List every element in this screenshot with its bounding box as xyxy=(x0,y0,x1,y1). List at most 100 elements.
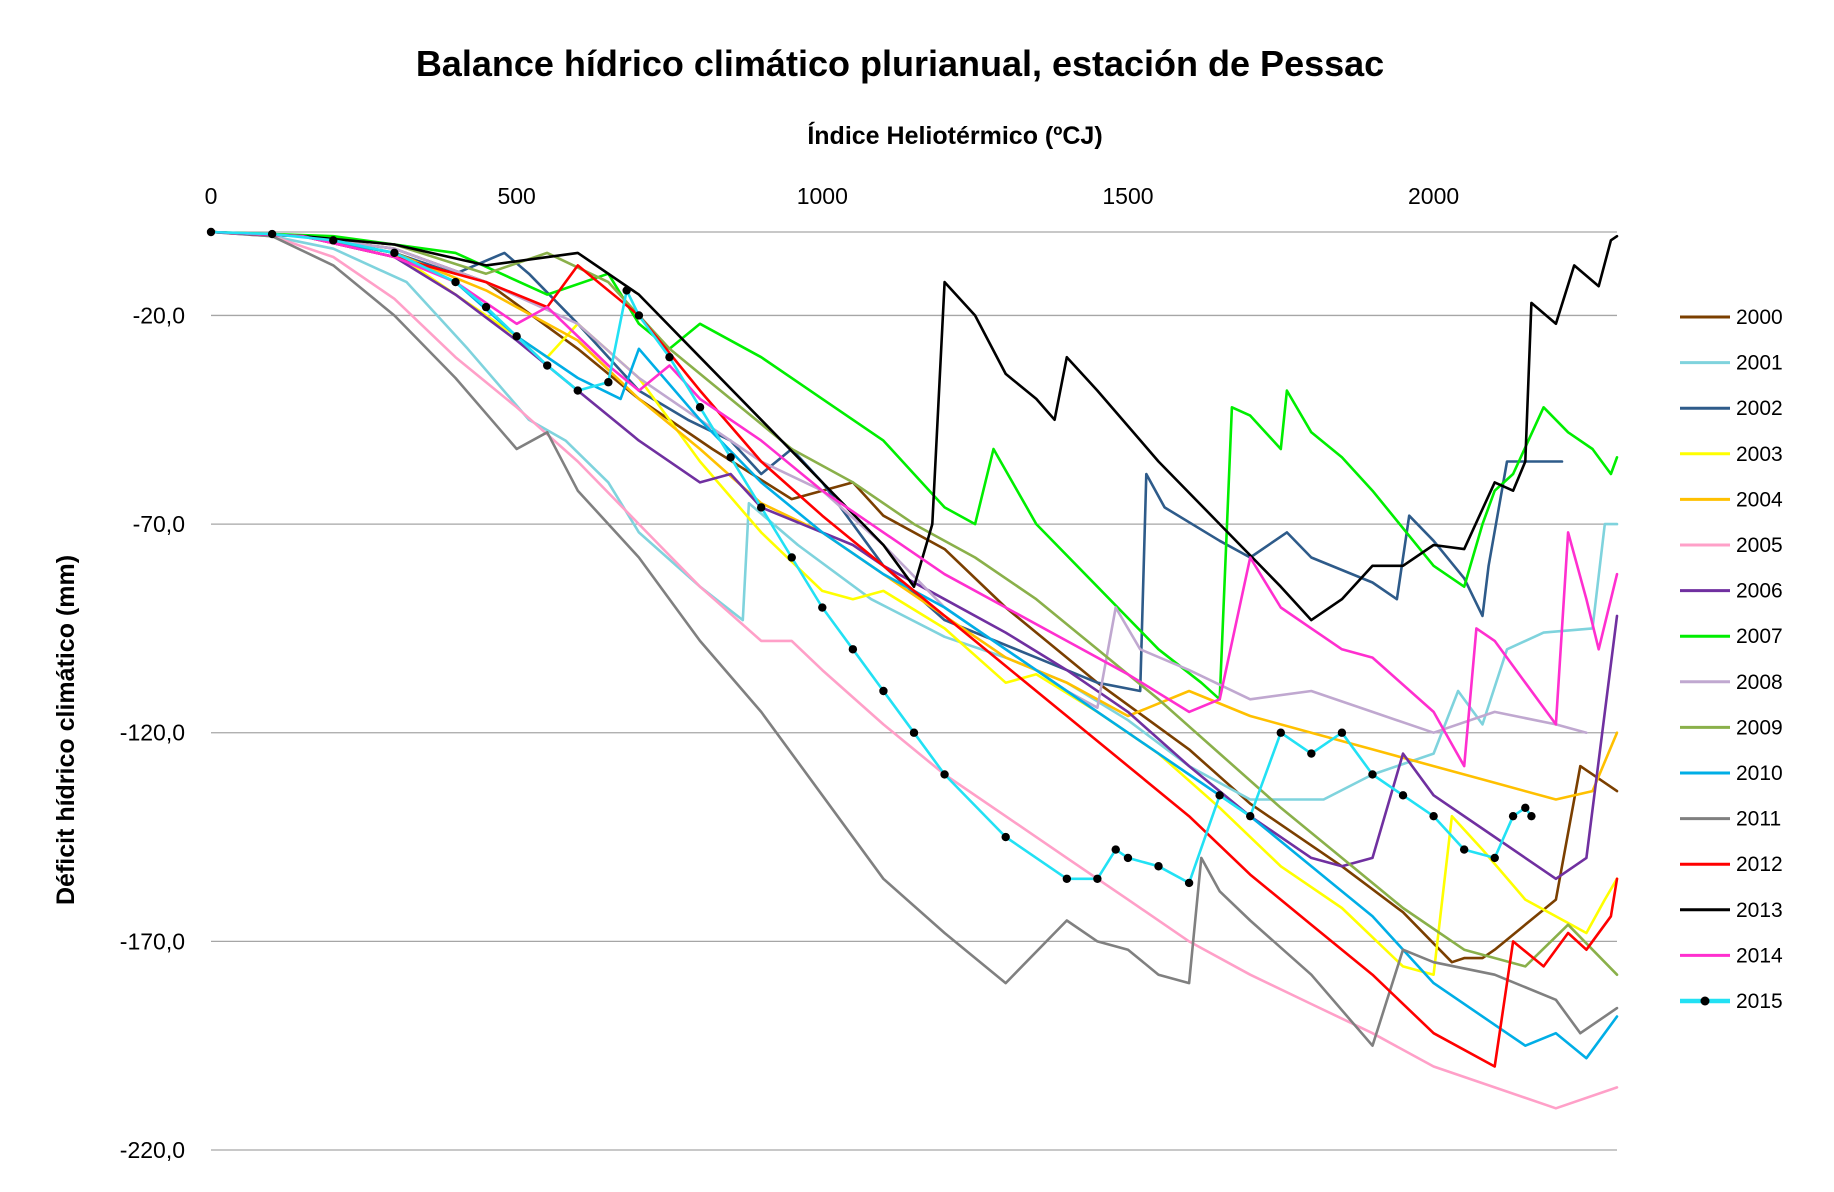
legend-item-2006: 2006 xyxy=(1680,580,1783,603)
series-point-2015 xyxy=(1123,853,1133,863)
series-point-2015 xyxy=(726,453,735,462)
legend-label: 2008 xyxy=(1736,671,1783,694)
series-point-2015 xyxy=(206,227,216,237)
series-line-2006 xyxy=(209,230,1619,881)
series-point-2015 xyxy=(573,386,582,395)
legend-item-2014: 2014 xyxy=(1680,944,1783,967)
series-point-2015 xyxy=(481,302,491,312)
y-tick-label: -120,0 xyxy=(120,720,185,746)
series-line-2000 xyxy=(209,230,1619,964)
y-tick-label: -20,0 xyxy=(133,302,185,328)
chart-title: Balance hídrico climático plurianual, es… xyxy=(416,43,1384,84)
series-point-2015 xyxy=(1521,803,1530,813)
legend-item-2012: 2012 xyxy=(1680,853,1783,876)
series-line-2007 xyxy=(209,230,1619,701)
series-2010 xyxy=(209,230,1619,1060)
series-2001 xyxy=(209,230,1619,801)
series-point-2015 xyxy=(1307,749,1316,758)
series-point-2015 xyxy=(390,248,399,258)
series-line-2011 xyxy=(209,230,1619,1047)
series-point-2015 xyxy=(909,728,919,737)
legend-item-2004: 2004 xyxy=(1680,488,1783,511)
series-2005 xyxy=(209,230,1619,1110)
series-point-2015 xyxy=(1062,874,1072,883)
series-point-2015 xyxy=(787,553,796,562)
y-tick-label: -170,0 xyxy=(120,928,185,954)
series-point-2015 xyxy=(1527,811,1536,821)
series-point-2015 xyxy=(1398,791,1408,800)
legend-item-2002: 2002 xyxy=(1680,397,1783,420)
y-tick-label: -220,0 xyxy=(120,1137,185,1163)
y-ticks: -20,0 -70,0 -120,0 -170,0 -220,0 xyxy=(120,302,185,1163)
series-point-2015 xyxy=(879,686,888,696)
x-tick-label: 0 xyxy=(205,183,218,209)
legend-item-2013: 2013 xyxy=(1680,899,1783,922)
legend-marker xyxy=(1700,996,1710,1006)
series-point-2015 xyxy=(1490,853,1499,863)
series-line-2015 xyxy=(209,230,1533,885)
series-point-2015 xyxy=(695,403,705,412)
legend-item-2000: 2000 xyxy=(1680,306,1783,329)
legend-label: 2001 xyxy=(1736,352,1783,375)
legend: 2000 2001 2002 2003 2004 2005 2006 2007 2008 2009… xyxy=(1680,306,1783,1013)
legend-label: 2002 xyxy=(1736,397,1783,420)
series-line-2012 xyxy=(209,230,1619,1068)
series-point-2015 xyxy=(604,378,613,387)
series-point-2015 xyxy=(1508,811,1518,821)
legend-label: 2006 xyxy=(1736,580,1783,603)
series-point-2015 xyxy=(1111,845,1120,854)
series-2004 xyxy=(209,230,1619,801)
series-2015 xyxy=(206,227,1536,888)
series-2013 xyxy=(209,230,1619,622)
legend-label: 2000 xyxy=(1736,306,1783,329)
series-point-2015 xyxy=(1276,728,1285,737)
series-point-2015 xyxy=(1215,791,1224,800)
legend-label: 2014 xyxy=(1736,944,1783,967)
series-2008 xyxy=(209,230,1588,734)
series-point-2015 xyxy=(1093,874,1102,883)
legend-item-2010: 2010 xyxy=(1680,762,1783,785)
legend-label: 2015 xyxy=(1736,990,1783,1013)
series-2007 xyxy=(209,230,1619,701)
series-point-2015 xyxy=(634,311,644,320)
series-line-2010 xyxy=(209,230,1619,1060)
series-point-2015 xyxy=(451,277,460,287)
series-point-2015 xyxy=(543,361,552,370)
y-axis-label: Déficit hídrico climático (mm) xyxy=(52,555,80,905)
series-line-2001 xyxy=(209,230,1619,801)
series-lines xyxy=(206,227,1619,1110)
x-tick-label: 1500 xyxy=(1102,183,1153,209)
series-2006 xyxy=(209,230,1619,881)
legend-item-2007: 2007 xyxy=(1680,625,1783,648)
series-line-2013 xyxy=(209,230,1619,622)
x-ticks: 0 500 1000 1500 2000 xyxy=(205,183,1460,209)
series-point-2015 xyxy=(512,332,521,341)
legend-label: 2007 xyxy=(1736,625,1783,648)
x-tick-label: 2000 xyxy=(1408,183,1459,209)
y-tick-label: -70,0 xyxy=(133,511,185,537)
series-point-2015 xyxy=(940,770,949,779)
series-line-2008 xyxy=(209,230,1588,734)
series-2002 xyxy=(209,230,1564,693)
series-point-2015 xyxy=(1246,811,1255,821)
legend-label: 2013 xyxy=(1736,899,1783,922)
series-point-2015 xyxy=(622,286,631,295)
series-point-2015 xyxy=(1001,832,1010,842)
series-2012 xyxy=(209,230,1619,1068)
legend-label: 2004 xyxy=(1736,488,1783,511)
legend-label: 2003 xyxy=(1736,443,1783,466)
series-2011 xyxy=(209,230,1619,1047)
series-point-2015 xyxy=(1429,811,1438,821)
series-2014 xyxy=(209,230,1619,768)
series-point-2015 xyxy=(818,603,827,612)
legend-item-2003: 2003 xyxy=(1680,443,1783,466)
legend-item-2008: 2008 xyxy=(1680,671,1783,694)
series-point-2015 xyxy=(329,236,338,245)
series-point-2015 xyxy=(267,229,277,239)
series-point-2015 xyxy=(665,352,674,362)
series-point-2015 xyxy=(1337,728,1347,737)
series-line-2005 xyxy=(209,230,1619,1110)
legend-label: 2010 xyxy=(1736,762,1783,785)
